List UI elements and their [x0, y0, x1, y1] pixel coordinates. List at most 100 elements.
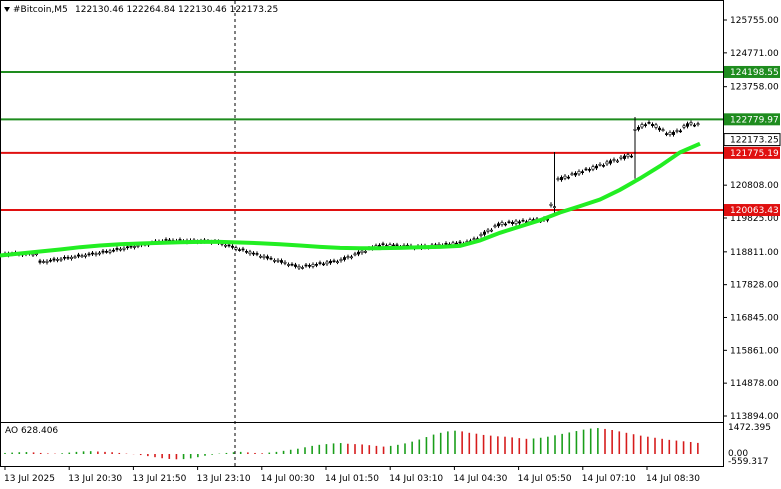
- candle: [48, 258, 52, 263]
- candle: [300, 265, 304, 270]
- candle: [549, 202, 553, 208]
- candle: [615, 158, 619, 163]
- candle: [640, 122, 644, 129]
- candle: [332, 258, 336, 263]
- candle: [276, 258, 280, 263]
- time-label: 14 Jul 08:30: [646, 474, 700, 484]
- time-label: 14 Jul 01:50: [325, 474, 379, 484]
- candle: [293, 262, 297, 269]
- levels-layer: [1, 70, 723, 212]
- candle: [80, 253, 84, 258]
- current-price-tag: [723, 133, 781, 147]
- candle: [685, 121, 689, 129]
- price-label: 113894.00: [730, 412, 779, 422]
- candle: [286, 262, 290, 268]
- candle: [668, 130, 672, 137]
- price-label: 123758.00: [730, 83, 779, 93]
- candle: [657, 126, 661, 132]
- candle: [272, 258, 276, 264]
- candle: [353, 251, 357, 257]
- candle: [342, 255, 346, 262]
- candle: [346, 254, 350, 260]
- candle: [112, 248, 116, 253]
- candle: [311, 262, 315, 269]
- candle: [608, 158, 612, 166]
- candle: [318, 260, 322, 266]
- candle: [52, 256, 56, 263]
- level-tag-label: 120063.43: [730, 206, 779, 216]
- ao-axis-label: 0.00: [728, 449, 748, 459]
- price-label: 114878.00: [730, 379, 779, 389]
- current-price-label: 122173.25: [730, 136, 779, 146]
- candle: [77, 252, 81, 259]
- candle: [647, 120, 651, 125]
- candle: [577, 169, 581, 176]
- candle: [675, 128, 679, 134]
- candle: [489, 228, 493, 233]
- candle: [636, 125, 640, 132]
- time-label: 13 Jul 23:10: [197, 474, 251, 484]
- candle: [552, 152, 556, 216]
- candle: [661, 127, 665, 132]
- candle: [696, 121, 700, 127]
- candle: [119, 247, 123, 252]
- ohlc-readout: 122130.46 122264.84 122130.46 122173.25: [75, 5, 278, 15]
- candle: [643, 122, 647, 128]
- candle: [356, 250, 360, 257]
- candle: [503, 221, 507, 227]
- time-label: 14 Jul 05:50: [518, 474, 572, 484]
- candle: [479, 232, 483, 238]
- candle: [108, 248, 112, 255]
- level-tag: [724, 113, 780, 126]
- candle: [486, 228, 490, 234]
- candle: [269, 256, 273, 261]
- candle: [234, 245, 238, 252]
- candle: [335, 259, 339, 265]
- candle: [605, 159, 609, 166]
- ao-layer: [4, 428, 699, 460]
- candle: [496, 221, 500, 228]
- time-axis: 13 Jul 2025 13 Jul 20:30 13 Jul 21:50 13 Ju…: [4, 466, 700, 484]
- candle: [507, 219, 511, 224]
- level-tag: [724, 204, 780, 217]
- candle: [601, 163, 605, 168]
- candle: [619, 155, 623, 161]
- candle: [626, 152, 630, 159]
- candle: [458, 239, 462, 245]
- candle: [493, 223, 497, 229]
- ao-axis: 1472.395 0.00-559.317: [728, 423, 771, 467]
- indicator-title: AO 628.406: [5, 426, 58, 436]
- candle: [59, 257, 63, 262]
- candle: [339, 257, 343, 263]
- level-tag-label: 121775.19: [730, 149, 779, 159]
- price-label: 117828.00: [730, 281, 779, 291]
- ma-layer: [0, 141, 701, 258]
- dropdown-triangle-icon[interactable]: [4, 7, 10, 12]
- indicator-pane-border: [0, 422, 724, 467]
- price-label: 120808.00: [730, 181, 779, 191]
- candle: [598, 162, 602, 167]
- candle: [73, 254, 77, 259]
- candle: [692, 123, 696, 128]
- level-tag-label: 122779.97: [730, 115, 779, 125]
- candle: [262, 254, 266, 260]
- time-label: 14 Jul 00:30: [261, 474, 315, 484]
- candle: [38, 258, 42, 265]
- candle: [84, 253, 88, 259]
- candle: [265, 254, 269, 261]
- candle: [238, 247, 242, 252]
- candle: [612, 157, 616, 163]
- candle: [91, 251, 95, 257]
- candle: [101, 249, 105, 255]
- ao-axis-label: -559.317: [728, 457, 768, 467]
- level-tag: [724, 146, 780, 159]
- candle: [307, 263, 311, 269]
- candle: [510, 220, 514, 226]
- candle: [314, 262, 318, 268]
- moving-average-line: [0, 141, 701, 258]
- candle: [580, 169, 584, 175]
- candle: [258, 254, 262, 259]
- price-label: 125755.00: [730, 16, 779, 26]
